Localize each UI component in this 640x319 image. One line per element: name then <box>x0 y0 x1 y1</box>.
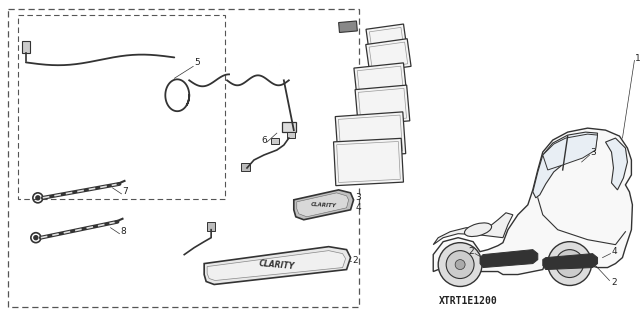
Bar <box>8 9 358 308</box>
Polygon shape <box>207 251 346 280</box>
Bar <box>355 85 410 125</box>
Polygon shape <box>204 247 351 285</box>
Polygon shape <box>533 132 598 198</box>
Text: 1: 1 <box>636 54 640 63</box>
Text: 7: 7 <box>122 187 128 197</box>
Bar <box>339 115 403 155</box>
Bar <box>366 24 407 53</box>
Polygon shape <box>480 250 538 268</box>
Bar <box>358 88 406 122</box>
Bar <box>22 41 30 54</box>
Bar <box>207 222 215 231</box>
Bar <box>333 138 403 186</box>
Bar <box>271 138 279 144</box>
Text: 4: 4 <box>611 247 617 256</box>
Text: 2: 2 <box>468 247 474 256</box>
Circle shape <box>548 242 591 286</box>
Text: CLARITY: CLARITY <box>259 260 295 271</box>
Text: 3: 3 <box>591 147 596 157</box>
Circle shape <box>446 251 474 278</box>
Bar <box>241 163 250 171</box>
Polygon shape <box>297 193 349 217</box>
Bar <box>18 15 225 199</box>
Bar <box>337 142 400 182</box>
Ellipse shape <box>465 223 492 236</box>
Bar <box>369 27 403 49</box>
Polygon shape <box>543 254 598 270</box>
Text: 5: 5 <box>194 58 200 67</box>
Text: 8: 8 <box>120 227 126 236</box>
Circle shape <box>455 260 465 270</box>
Bar <box>339 21 357 33</box>
Circle shape <box>36 196 40 200</box>
Bar <box>365 39 411 72</box>
Polygon shape <box>605 138 627 190</box>
Bar <box>369 42 408 69</box>
Text: CLARITY: CLARITY <box>310 202 337 208</box>
Text: 2: 2 <box>611 278 617 287</box>
Bar <box>287 132 295 138</box>
Circle shape <box>564 259 575 269</box>
Text: 2: 2 <box>353 256 358 265</box>
Text: 6: 6 <box>261 136 267 145</box>
Polygon shape <box>433 128 632 278</box>
Circle shape <box>556 250 584 278</box>
Text: 4: 4 <box>356 203 361 212</box>
Bar <box>357 66 404 99</box>
Text: XTRT1E1200: XTRT1E1200 <box>439 296 498 306</box>
Circle shape <box>438 243 482 286</box>
Polygon shape <box>433 213 513 245</box>
Text: 3: 3 <box>356 193 362 202</box>
Circle shape <box>34 236 38 240</box>
Polygon shape <box>543 134 598 170</box>
Bar <box>354 63 407 102</box>
Bar <box>335 112 406 158</box>
Bar <box>282 122 296 132</box>
Polygon shape <box>294 190 353 220</box>
